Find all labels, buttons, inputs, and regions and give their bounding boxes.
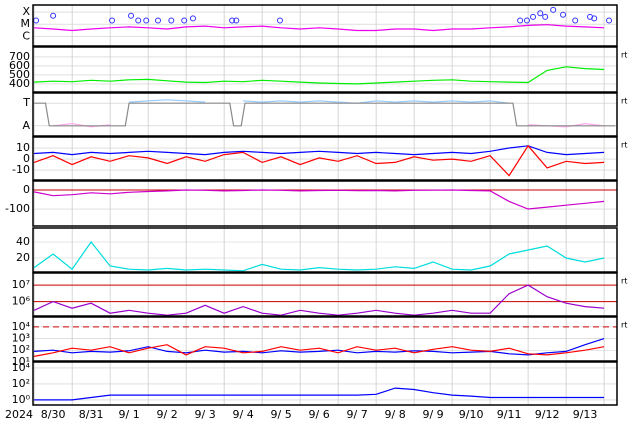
- flare-marker: [550, 6, 557, 13]
- y-tick-label: 600: [9, 59, 30, 72]
- series-line: [34, 338, 605, 356]
- flare-marker: [523, 17, 530, 24]
- y-tick-label: 10⁴: [12, 361, 31, 374]
- flare-marker: [530, 13, 537, 20]
- flare-marker: [50, 12, 57, 19]
- flare-marker: [591, 15, 598, 22]
- series-line: [33, 344, 605, 357]
- flare-marker: [189, 15, 196, 22]
- panel: [33, 6, 617, 37]
- side-label: rt: [621, 97, 627, 106]
- side-label: rt: [621, 51, 627, 60]
- y-tick-label: 10⁶: [12, 295, 31, 308]
- panel-frame: [32, 272, 618, 317]
- panel-frame: [32, 92, 618, 137]
- y-tick-label: 0: [23, 152, 30, 165]
- panel: [33, 240, 617, 272]
- panel-frame: [32, 361, 618, 406]
- y-tick-label: 10²: [12, 343, 30, 356]
- x-tick-label: 9/11: [497, 408, 522, 421]
- panel: [33, 100, 617, 128]
- series-line: [33, 144, 605, 177]
- x-tick-label: 9/10: [459, 408, 484, 421]
- x-tick-label: 9/ 1: [119, 408, 140, 421]
- panel: [33, 56, 617, 85]
- y-tick-label: 500: [9, 68, 30, 81]
- x-tick-label: 9/13: [573, 408, 598, 421]
- y-tick-label: 10: [16, 141, 30, 154]
- panel-frame: [32, 4, 618, 47]
- flare-marker: [128, 12, 135, 19]
- x-tick-label: 9/ 5: [271, 408, 292, 421]
- y-tick-label: 0: [23, 183, 30, 196]
- panel: [33, 144, 617, 177]
- y-tick-label: X: [22, 5, 30, 18]
- x-tick-label: 9/ 6: [309, 408, 330, 421]
- flare-marker: [517, 17, 524, 24]
- y-tick-label: 700: [9, 50, 30, 63]
- y-tick-label: 10²: [12, 377, 30, 390]
- y-tick-label: T: [22, 96, 30, 109]
- flare-marker: [606, 17, 613, 24]
- flare-marker: [135, 17, 142, 24]
- x-tick-label: 9/ 3: [195, 408, 216, 421]
- y-tick-label: 10¹: [12, 355, 30, 368]
- x-tick-label: 9/ 8: [385, 408, 406, 421]
- panel-frame: [32, 46, 618, 93]
- x-tick-label: 9/ 7: [347, 408, 368, 421]
- y-tick-label: A: [22, 119, 30, 132]
- panel: [33, 326, 617, 357]
- y-tick-label: 10⁷: [12, 278, 30, 291]
- y-tick-label: 400: [9, 77, 30, 90]
- y-tick-label: 10⁰: [12, 393, 31, 406]
- y-tick-label: -10: [12, 163, 30, 176]
- side-label: rt: [621, 277, 627, 286]
- x-tick-label: 9/12: [535, 408, 560, 421]
- flare-marker: [143, 17, 150, 24]
- flare-marker: [560, 11, 567, 18]
- flare-marker: [109, 17, 116, 24]
- panel-frame: [32, 136, 618, 181]
- series-line: [33, 284, 605, 316]
- panel: [33, 189, 617, 210]
- y-tick-label: -100: [5, 202, 30, 215]
- x-tick-label: 9/ 2: [157, 408, 178, 421]
- y-tick-label: 10³: [12, 332, 30, 345]
- panel-frame: [32, 227, 618, 273]
- flare-marker: [542, 13, 549, 20]
- series-line: [34, 24, 605, 32]
- panel: [33, 284, 617, 316]
- flare-marker: [229, 17, 236, 24]
- y-tick-label: 10⁴: [12, 320, 31, 333]
- series-line: [33, 240, 605, 272]
- flare-marker: [181, 17, 188, 24]
- series-line: [33, 189, 605, 210]
- flare-marker: [155, 17, 162, 24]
- side-label: rt: [621, 321, 627, 330]
- x-tick-label: 9/ 4: [233, 408, 254, 421]
- series-line: [34, 66, 605, 85]
- year-label: 2024: [5, 408, 33, 421]
- panel: [33, 367, 617, 401]
- panel-frame: [32, 180, 618, 227]
- y-tick-label: M: [21, 17, 31, 30]
- x-tick-label: 9/ 9: [422, 408, 443, 421]
- side-label: rt: [621, 141, 627, 150]
- y-tick-label: C: [22, 29, 30, 42]
- series-line: [34, 145, 605, 156]
- flare-marker: [233, 17, 240, 24]
- flare-marker: [168, 17, 175, 24]
- y-tick-label: 20: [16, 251, 30, 264]
- x-tick-label: 8/30: [41, 408, 66, 421]
- flare-marker: [537, 10, 544, 17]
- y-tick-label: 40: [16, 235, 30, 248]
- flare-marker: [572, 17, 579, 24]
- flare-marker: [276, 17, 283, 24]
- panel-frame: [32, 316, 618, 362]
- series-line: [34, 102, 616, 127]
- series-line: [34, 387, 605, 401]
- x-tick-label: 8/31: [79, 408, 104, 421]
